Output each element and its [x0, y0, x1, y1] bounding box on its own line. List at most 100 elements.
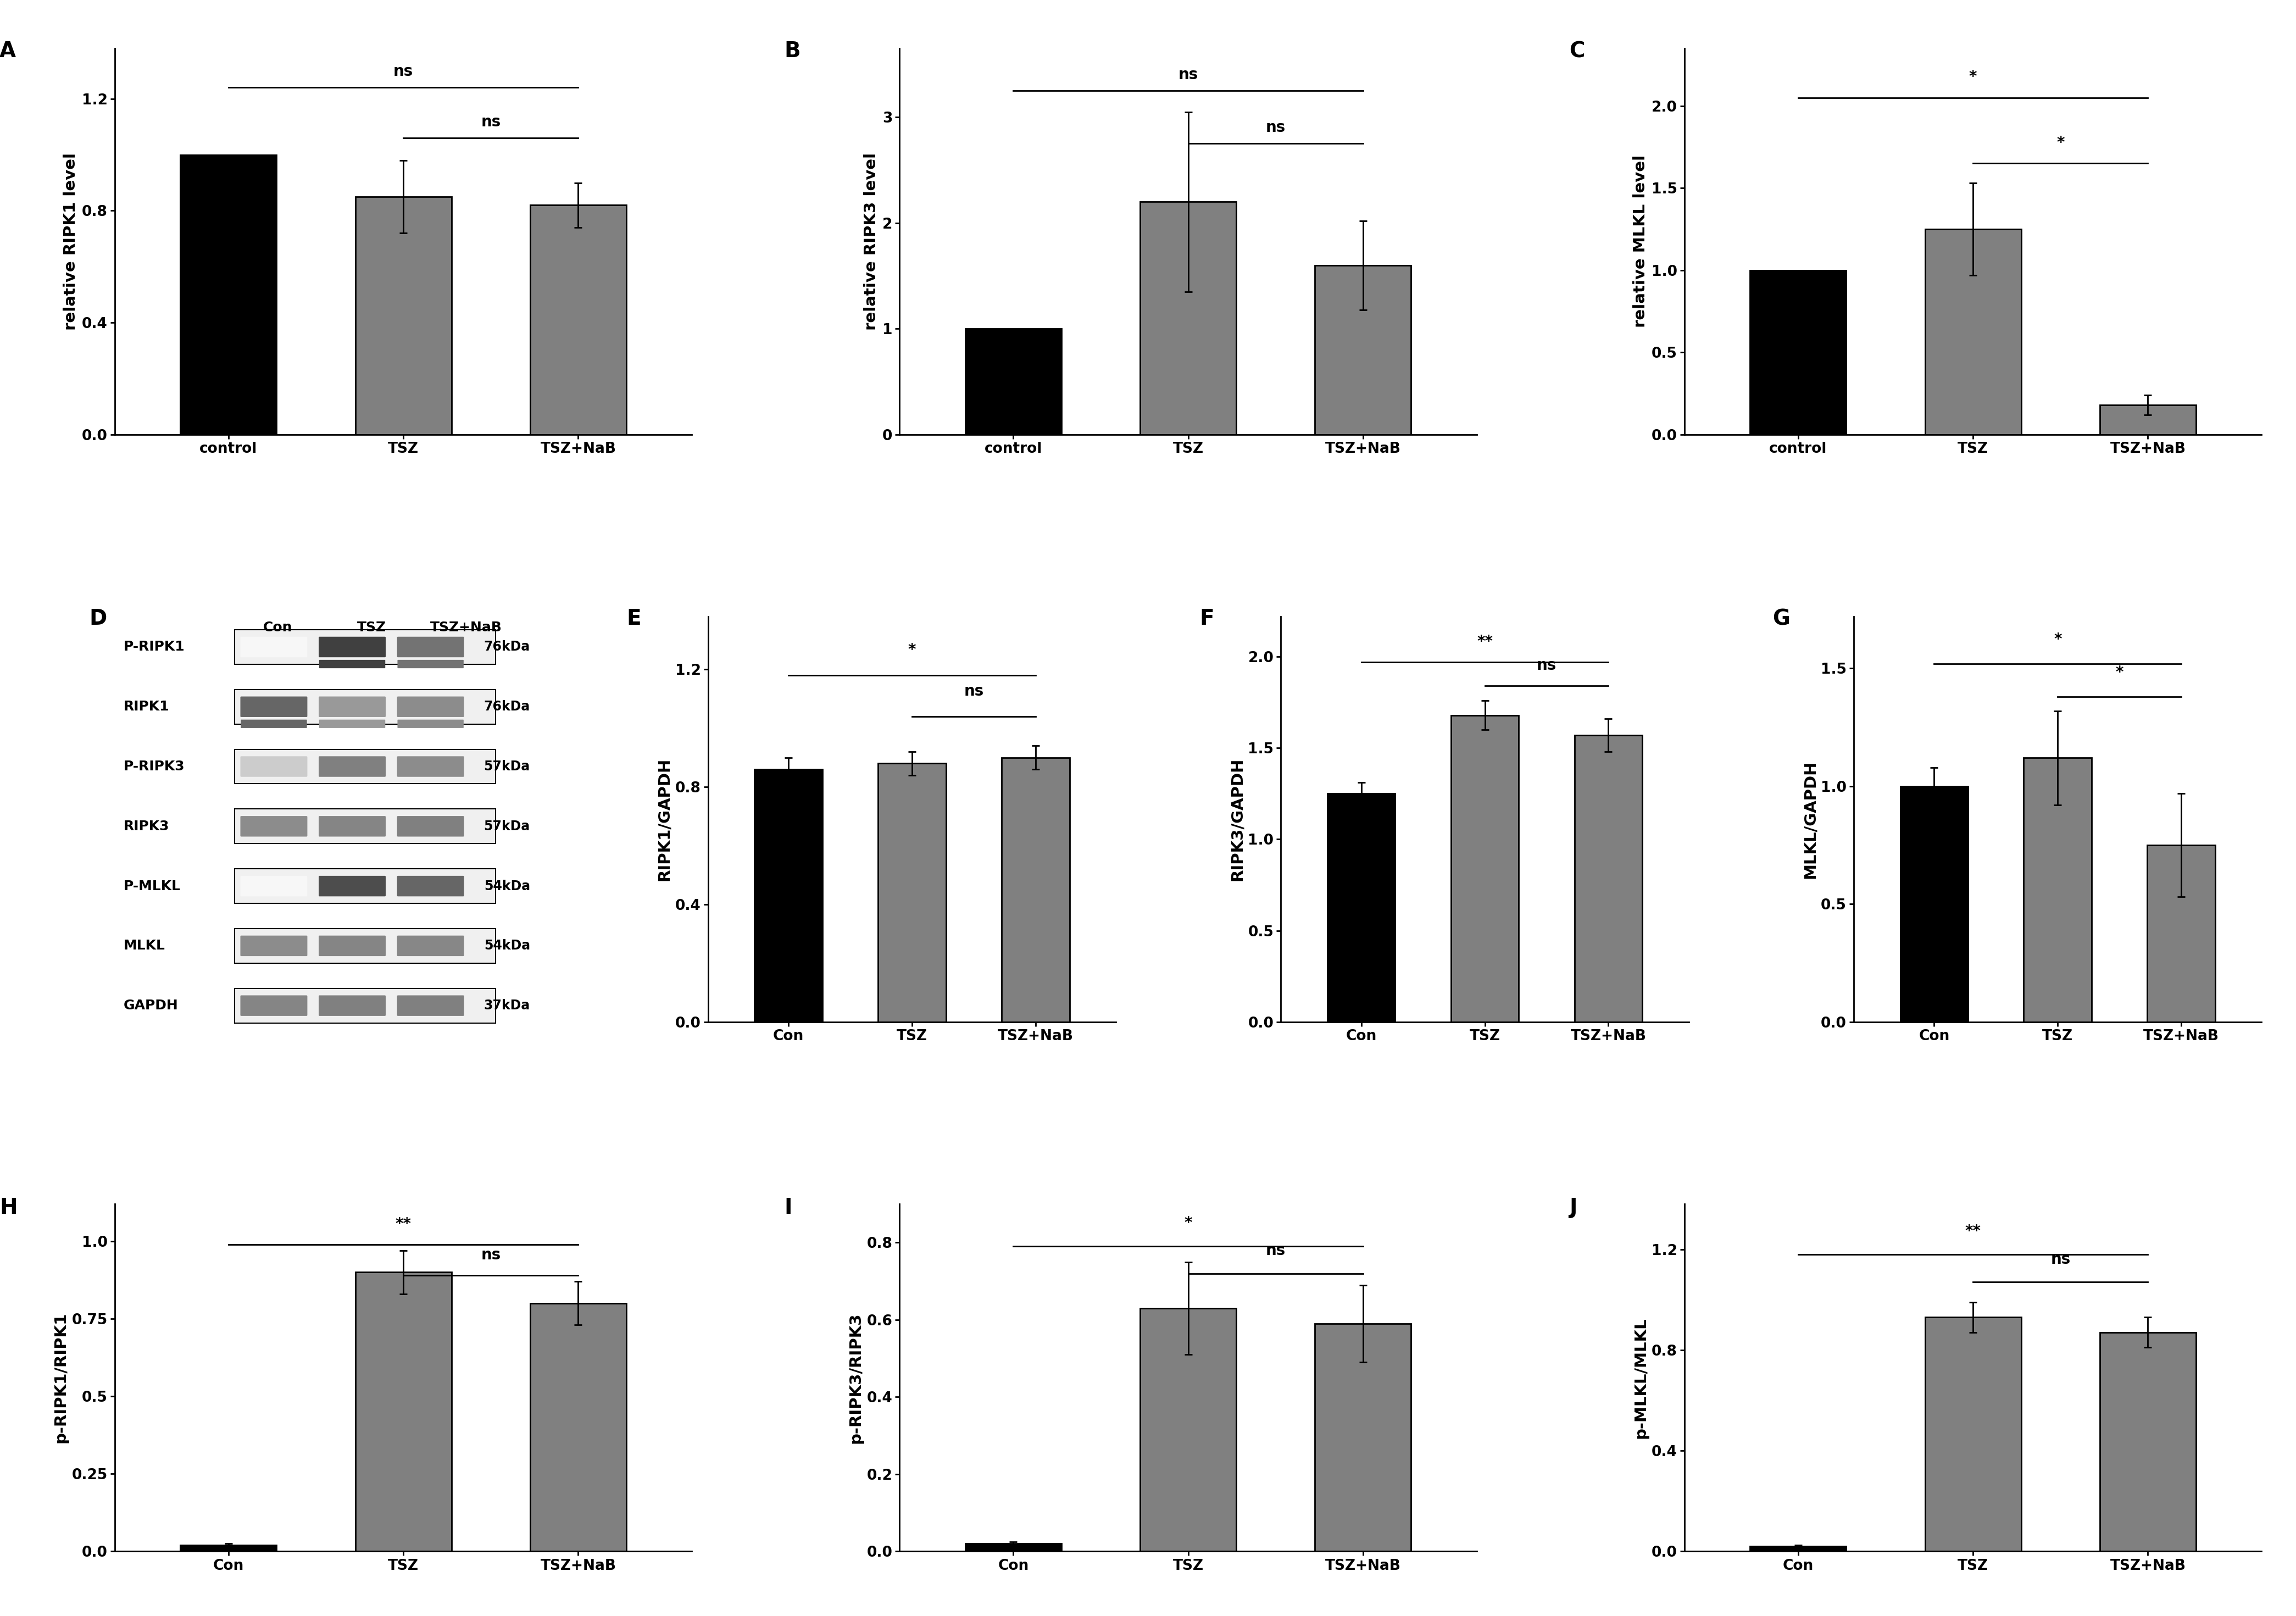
Bar	[877, 763, 946, 1021]
FancyBboxPatch shape	[397, 756, 464, 777]
Text: I: I	[785, 1197, 792, 1218]
Bar	[1141, 202, 1235, 435]
Text: P-RIPK1: P-RIPK1	[124, 640, 184, 653]
Text: P-MLKL: P-MLKL	[124, 879, 181, 892]
FancyBboxPatch shape	[319, 637, 386, 658]
FancyBboxPatch shape	[397, 719, 464, 727]
Bar	[2101, 406, 2195, 435]
Text: **: **	[1476, 633, 1492, 650]
Text: ns: ns	[2050, 1251, 2071, 1267]
Y-axis label: relative MLKL level: relative MLKL level	[1632, 155, 1649, 328]
Text: A: A	[0, 40, 16, 61]
Bar	[964, 1543, 1061, 1551]
FancyBboxPatch shape	[397, 816, 464, 837]
Bar	[234, 630, 496, 664]
Text: *: *	[2115, 664, 2124, 680]
Text: C: C	[1568, 40, 1584, 61]
Bar	[755, 769, 822, 1021]
FancyBboxPatch shape	[397, 876, 464, 897]
FancyBboxPatch shape	[241, 816, 308, 837]
Y-axis label: RIPK3/GAPDH: RIPK3/GAPDH	[1228, 758, 1244, 881]
FancyBboxPatch shape	[319, 719, 386, 727]
FancyBboxPatch shape	[319, 936, 386, 957]
Bar	[1316, 265, 1412, 435]
FancyBboxPatch shape	[319, 876, 386, 897]
FancyBboxPatch shape	[319, 995, 386, 1016]
Text: D: D	[90, 609, 108, 629]
Text: ns: ns	[393, 65, 413, 79]
Bar	[1924, 1317, 2020, 1551]
Bar	[964, 328, 1061, 435]
FancyBboxPatch shape	[241, 936, 308, 957]
FancyBboxPatch shape	[397, 995, 464, 1016]
Text: ns: ns	[1178, 66, 1199, 82]
Text: *: *	[1970, 69, 1977, 84]
Text: ns: ns	[1265, 120, 1286, 136]
Bar	[1924, 229, 2020, 435]
Text: 54kDa: 54kDa	[484, 939, 530, 952]
FancyBboxPatch shape	[241, 696, 308, 718]
Bar	[1901, 787, 1968, 1021]
FancyBboxPatch shape	[241, 719, 308, 727]
FancyBboxPatch shape	[319, 756, 386, 777]
Text: 57kDa: 57kDa	[484, 760, 530, 772]
Bar	[1001, 758, 1070, 1021]
Text: *: *	[2053, 632, 2062, 648]
Bar	[234, 989, 496, 1023]
FancyBboxPatch shape	[319, 696, 386, 718]
Y-axis label: relative RIPK1 level: relative RIPK1 level	[64, 154, 78, 330]
Bar	[1316, 1324, 1412, 1551]
Text: MLKL: MLKL	[124, 939, 165, 952]
Y-axis label: p-RIPK3/RIPK3: p-RIPK3/RIPK3	[847, 1312, 863, 1443]
Text: 76kDa: 76kDa	[484, 700, 530, 713]
Text: TSZ+NaB: TSZ+NaB	[429, 621, 503, 633]
Bar	[234, 810, 496, 844]
Text: ns: ns	[480, 115, 501, 129]
Text: *: *	[2057, 134, 2064, 150]
Text: G: G	[1773, 609, 1791, 629]
FancyBboxPatch shape	[241, 637, 308, 658]
FancyBboxPatch shape	[319, 816, 386, 837]
FancyBboxPatch shape	[397, 659, 464, 669]
Bar	[1575, 735, 1642, 1021]
Bar	[2101, 1332, 2195, 1551]
Bar	[1750, 1547, 1846, 1551]
Bar	[181, 1545, 276, 1551]
Bar	[234, 929, 496, 963]
FancyBboxPatch shape	[241, 876, 308, 897]
Text: 37kDa: 37kDa	[484, 999, 530, 1012]
Text: 54kDa: 54kDa	[484, 879, 530, 892]
Text: ns: ns	[1536, 658, 1557, 674]
Text: P-RIPK3: P-RIPK3	[124, 760, 184, 772]
Bar	[234, 869, 496, 903]
Bar	[234, 690, 496, 724]
Text: H: H	[0, 1197, 18, 1218]
Text: **: **	[1965, 1223, 1981, 1239]
FancyBboxPatch shape	[241, 756, 308, 777]
Y-axis label: MLKL/GAPDH: MLKL/GAPDH	[1802, 760, 1818, 879]
FancyBboxPatch shape	[319, 659, 386, 669]
Bar	[1451, 716, 1518, 1021]
Y-axis label: p-RIPK1/RIPK1: p-RIPK1/RIPK1	[53, 1312, 69, 1443]
Text: *: *	[1185, 1215, 1192, 1231]
Text: ns: ns	[1265, 1243, 1286, 1257]
Text: F: F	[1199, 609, 1215, 629]
Bar	[530, 205, 627, 435]
FancyBboxPatch shape	[397, 637, 464, 658]
Text: ns: ns	[480, 1248, 501, 1264]
Bar	[2147, 845, 2216, 1021]
Y-axis label: RIPK1/GAPDH: RIPK1/GAPDH	[657, 758, 673, 881]
Text: *: *	[907, 642, 916, 658]
Text: E: E	[627, 609, 641, 629]
Bar	[356, 197, 452, 435]
Bar	[356, 1272, 452, 1551]
Text: Con: Con	[262, 621, 292, 633]
Text: TSZ: TSZ	[358, 621, 386, 633]
Bar	[1327, 793, 1396, 1021]
Bar	[2023, 758, 2092, 1021]
Text: J: J	[1568, 1197, 1577, 1218]
FancyBboxPatch shape	[241, 995, 308, 1016]
Bar	[181, 155, 276, 435]
Text: 57kDa: 57kDa	[484, 819, 530, 832]
Text: ns: ns	[964, 684, 983, 698]
